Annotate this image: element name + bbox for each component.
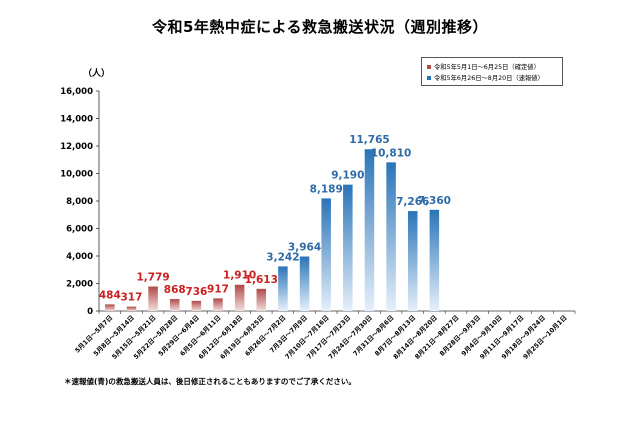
bar (343, 184, 353, 311)
bar (321, 198, 331, 311)
data-label: 7,266 (396, 196, 429, 208)
bar (407, 211, 418, 311)
data-label: 1,779 (136, 272, 169, 284)
bar (256, 288, 267, 311)
bar (234, 284, 245, 311)
data-label: 317 (120, 292, 142, 304)
data-label: 3,964 (288, 241, 321, 253)
bar (105, 304, 115, 311)
legend-swatch-confirmed (427, 64, 431, 69)
data-label: 3,242 (266, 251, 299, 263)
y-axis-unit-label: （人） (83, 69, 111, 79)
chart-title: 令和5年熱中症による救急搬送状況（週別推移） (152, 18, 488, 36)
y-tick-label: 16,000 (60, 87, 93, 97)
data-label: 917 (207, 283, 229, 295)
y-tick-label: 6,000 (66, 225, 93, 235)
bar (299, 256, 310, 311)
bar (148, 286, 158, 311)
legend-swatch-preliminary (427, 75, 431, 80)
bar (169, 299, 180, 311)
legend-item-confirmed: 令和5年5月1日～6月25日（確定値） (427, 62, 540, 71)
y-tick-label: 14,000 (60, 115, 93, 125)
data-label: 10,810 (371, 147, 412, 159)
bar (213, 298, 223, 311)
legend-item-preliminary: 令和5年6月26日～8月20日（速報値） (427, 73, 544, 82)
y-tick-label: 8,000 (66, 197, 93, 207)
y-tick-label: 10,000 (60, 170, 93, 180)
legend-label-confirmed: 令和5年5月1日～6月25日（確定値） (434, 64, 540, 71)
data-label: 8,189 (310, 183, 343, 195)
footnote: ＊速報値(青)の救急搬送人員は、後日修正されることもありますのでご了承ください。 (64, 377, 356, 386)
data-label: 9,190 (331, 170, 364, 182)
bar (278, 266, 288, 311)
bar (191, 300, 202, 311)
bar (429, 209, 440, 311)
x-tick-labels: 5月1日～5月7日5月8日～5月14日5月15日～5月21日5月22日～5月28… (73, 314, 568, 361)
legend-label-preliminary: 令和5年6月26日～8月20日（速報値） (434, 75, 544, 82)
data-label: 1,910 (223, 270, 256, 282)
data-label: 1,613 (245, 274, 278, 286)
y-tick-label: 2,000 (66, 280, 93, 290)
bar (364, 149, 375, 311)
data-label: 736 (185, 286, 207, 298)
bars (105, 149, 440, 311)
legend: 令和5年5月1日～6月25日（確定値） 令和5年6月26日～8月20日（速報値） (421, 57, 563, 86)
y-tick-label: 0 (87, 307, 93, 317)
data-label: 11,765 (349, 134, 390, 146)
y-tick-label: 12,000 (60, 142, 93, 152)
data-label: 7,360 (418, 195, 451, 207)
bar (386, 162, 396, 311)
data-label: 484 (99, 289, 121, 301)
bar (126, 306, 137, 311)
x-tick-label: 5月1日～5月7日 (73, 314, 114, 355)
y-tick-label: 4,000 (66, 252, 93, 262)
data-label: 868 (164, 284, 186, 296)
